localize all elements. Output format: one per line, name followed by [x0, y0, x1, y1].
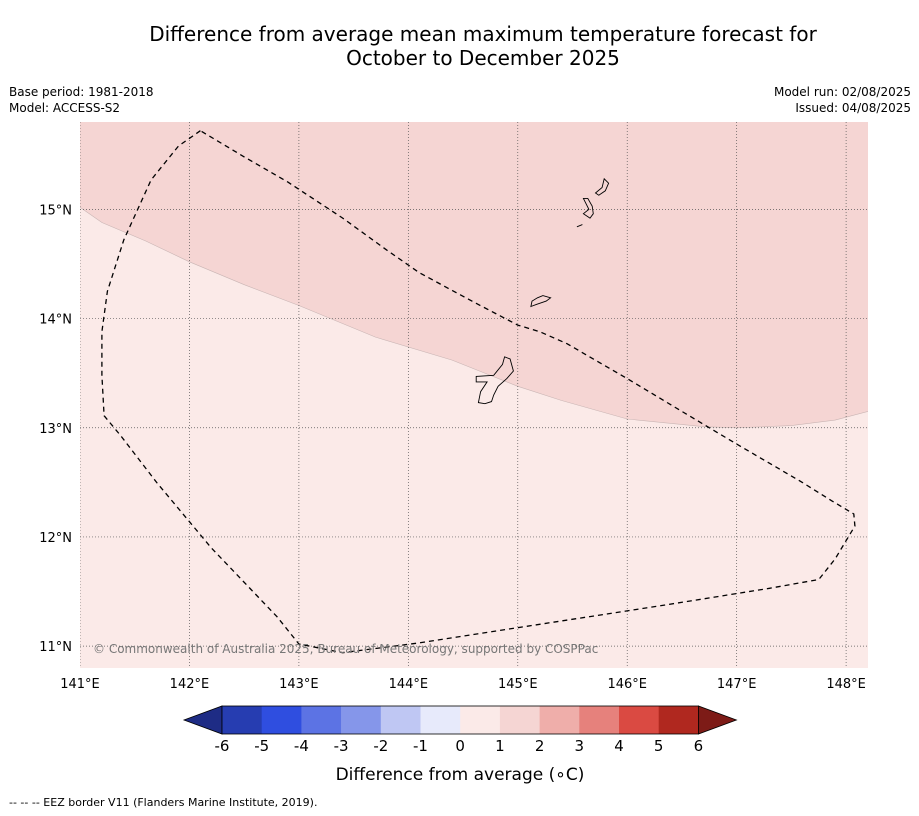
- colorbar-extension-low: [182, 705, 223, 735]
- colorbar-tick-label: 1: [495, 737, 505, 755]
- zone-1-to-2: [80, 122, 868, 428]
- title-line-1: Difference from average mean maximum tem…: [149, 22, 817, 46]
- colorbar-extension-high: [698, 705, 738, 735]
- colorbar-tick-label: 5: [654, 737, 664, 755]
- island-outline: [530, 295, 552, 308]
- colorbar-segment: [579, 706, 620, 734]
- lat-tick-label: 15°N: [39, 203, 72, 218]
- colorbar-segment: [261, 706, 302, 734]
- lat-tick-label: 13°N: [39, 422, 72, 437]
- lon-tick-label: 145°E: [498, 677, 538, 692]
- lat-tick-labels: 11°N 12°N 13°N 14°N 15°N: [39, 203, 72, 655]
- island-outline: [582, 197, 594, 219]
- colorbar-tick-label: -3: [334, 737, 349, 755]
- colorbar-tick-label: -4: [294, 737, 309, 755]
- model-run-text: Model run: 02/08/2025: [773, 85, 911, 99]
- island-outline: [576, 224, 583, 228]
- colorbar-segment: [539, 706, 580, 734]
- zone-boundary-line: [80, 206, 868, 429]
- lat-tick-label: 12°N: [39, 531, 72, 546]
- title-line-2: October to December 2025: [346, 46, 620, 70]
- colorbar-segment: [658, 706, 699, 734]
- islands: [475, 177, 610, 405]
- lon-tick-label: 144°E: [389, 677, 429, 692]
- lon-tick-label: 148°E: [826, 677, 866, 692]
- island-outline: [594, 177, 610, 196]
- chart-title: Difference from average mean maximum tem…: [0, 22, 919, 70]
- colorbar-tick-label: -5: [254, 737, 269, 755]
- colorbar-segment: [341, 706, 382, 734]
- meta-right: Model run: 02/08/2025 Issued: 04/08/2025: [774, 84, 911, 116]
- copyright-text: © Commonwealth of Australia 2025, Bureau…: [93, 642, 598, 656]
- island-outline: [475, 356, 514, 405]
- meta-left: Base period: 1981-2018 Model: ACCESS-S2: [9, 84, 154, 116]
- colorbar-tick-label: 3: [575, 737, 585, 755]
- colorbar: [182, 705, 738, 735]
- colorbar-tick-label: -2: [373, 737, 388, 755]
- lon-tick-label: 142°E: [170, 677, 210, 692]
- colorbar-segment: [499, 706, 540, 734]
- lon-tick-labels: 141°E 142°E 143°E 144°E 145°E 146°E 147°E 148°E: [60, 677, 866, 692]
- issued-text: Issued: 04/08/2025: [795, 101, 911, 115]
- lon-tick-label: 147°E: [717, 677, 757, 692]
- colorbar-segment: [619, 706, 659, 734]
- colorbar-tick-label: 4: [614, 737, 624, 755]
- colorbar-segment: [222, 706, 262, 734]
- lon-tick-label: 146°E: [607, 677, 647, 692]
- colorbar-segment: [380, 706, 421, 734]
- colorbar-segment: [460, 706, 501, 734]
- model-text: Model: ACCESS-S2: [9, 101, 121, 115]
- gridlines: [80, 122, 868, 668]
- footnote: -- -- -- EEZ border V11 (Flanders Marine…: [9, 796, 318, 809]
- colorbar-tick-label: -1: [413, 737, 428, 755]
- colorbar-segment: [301, 706, 342, 734]
- eez-border: [101, 129, 856, 654]
- base-period-text: Base period: 1981-2018: [9, 85, 154, 99]
- colorbar-labels: -6 -5 -4 -3 -2 -1 0 1 2 3 4 5 6: [215, 737, 704, 755]
- lat-tick-label: 11°N: [39, 640, 72, 655]
- lat-tick-label: 14°N: [39, 313, 72, 328]
- colorbar-title: Difference from average (∘C): [336, 765, 585, 785]
- lon-tick-label: 141°E: [60, 677, 100, 692]
- colorbar-tick-label: 0: [455, 737, 465, 755]
- colorbar-tick-label: -6: [215, 737, 230, 755]
- colorbar-tick-label: 2: [535, 737, 545, 755]
- colorbar-tick-label: 6: [694, 737, 704, 755]
- lon-tick-label: 143°E: [279, 677, 319, 692]
- colorbar-segment: [420, 706, 461, 734]
